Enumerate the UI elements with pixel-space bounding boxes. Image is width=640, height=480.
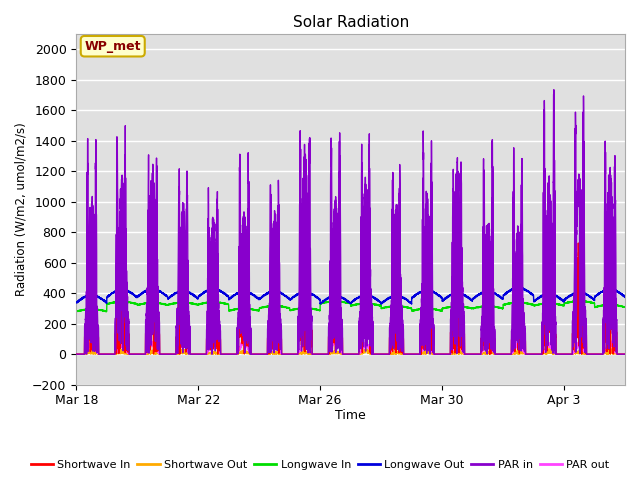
Longwave In <box>574 298 582 303</box>
Line: Longwave Out: Longwave Out <box>76 287 625 304</box>
PAR out <box>72 351 80 357</box>
Longwave In <box>621 304 629 310</box>
PAR out <box>210 333 218 339</box>
Longwave In <box>171 301 179 307</box>
Shortwave In <box>302 224 310 230</box>
PAR out <box>615 351 623 357</box>
Line: Shortwave In: Shortwave In <box>76 227 625 354</box>
Longwave Out <box>171 291 179 297</box>
Line: PAR out: PAR out <box>76 336 625 354</box>
Shortwave Out <box>257 351 264 357</box>
Longwave Out <box>174 290 182 296</box>
Longwave Out <box>378 301 385 307</box>
PAR in <box>550 87 557 93</box>
PAR in <box>171 351 179 357</box>
Title: Solar Radiation: Solar Radiation <box>292 15 409 30</box>
Shortwave In <box>257 351 264 357</box>
PAR in <box>95 325 102 331</box>
Legend: Shortwave In, Shortwave Out, Longwave In, Longwave Out, PAR in, PAR out: Shortwave In, Shortwave Out, Longwave In… <box>26 456 614 474</box>
Line: PAR in: PAR in <box>76 90 625 354</box>
Shortwave In <box>95 335 102 341</box>
Longwave In <box>399 304 406 310</box>
PAR in <box>72 351 80 357</box>
Longwave In <box>72 309 80 315</box>
Shortwave In <box>399 344 406 349</box>
Y-axis label: Radiation (W/m2, umol/m2/s): Radiation (W/m2, umol/m2/s) <box>15 122 28 296</box>
Shortwave Out <box>72 351 80 357</box>
Shortwave Out <box>171 351 179 357</box>
Shortwave In <box>171 351 179 357</box>
Longwave Out <box>399 294 406 300</box>
PAR out <box>399 349 406 355</box>
Shortwave Out <box>615 351 623 357</box>
Shortwave In <box>615 351 623 357</box>
X-axis label: Time: Time <box>335 409 366 422</box>
Line: Longwave In: Longwave In <box>76 300 625 312</box>
Longwave In <box>95 307 102 312</box>
Longwave In <box>615 303 623 309</box>
Shortwave In <box>72 351 80 357</box>
PAR in <box>621 351 629 357</box>
Longwave In <box>72 308 80 314</box>
Longwave In <box>174 300 182 305</box>
PAR in <box>174 350 182 356</box>
Longwave Out <box>621 293 629 299</box>
PAR out <box>95 351 102 357</box>
Shortwave In <box>621 351 629 357</box>
PAR out <box>257 351 264 357</box>
PAR in <box>257 351 264 357</box>
Longwave Out <box>95 294 102 300</box>
Shortwave Out <box>399 350 406 356</box>
Shortwave Out <box>621 351 629 357</box>
Shortwave Out <box>605 346 613 351</box>
Longwave Out <box>515 284 522 290</box>
PAR out <box>171 351 179 357</box>
Shortwave Out <box>95 350 102 356</box>
PAR out <box>621 351 629 357</box>
PAR in <box>615 351 623 357</box>
Shortwave In <box>174 348 182 354</box>
Text: WP_met: WP_met <box>84 40 141 53</box>
PAR in <box>399 341 406 347</box>
Longwave Out <box>72 300 80 305</box>
Longwave Out <box>615 289 623 295</box>
PAR out <box>174 349 182 355</box>
Longwave Out <box>257 296 264 302</box>
Shortwave Out <box>174 351 182 357</box>
Line: Shortwave Out: Shortwave Out <box>76 348 625 354</box>
Longwave In <box>257 305 264 311</box>
